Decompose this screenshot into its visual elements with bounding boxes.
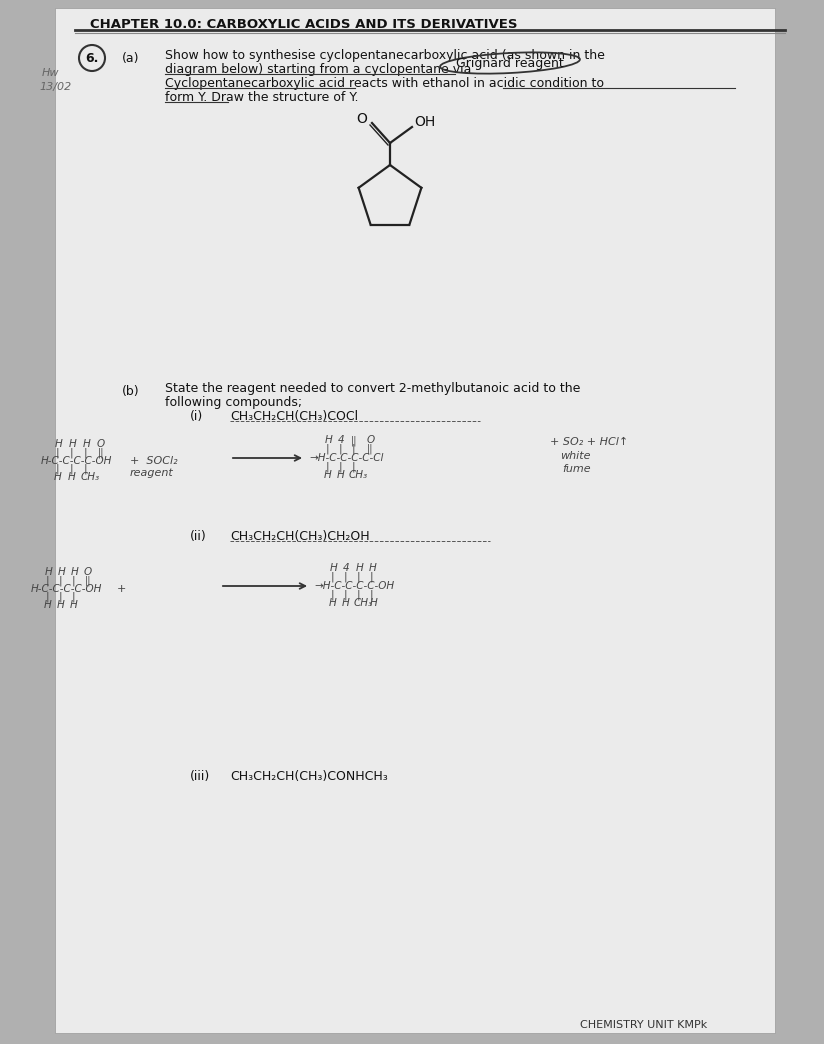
Text: |: | xyxy=(352,462,356,473)
Text: +  SOCl₂: + SOCl₂ xyxy=(130,456,178,466)
Text: |: | xyxy=(56,464,59,475)
Text: (i): (i) xyxy=(190,410,204,423)
Text: H: H xyxy=(44,600,52,610)
Text: O: O xyxy=(357,112,368,126)
Text: H: H xyxy=(329,598,337,608)
Text: CH₃: CH₃ xyxy=(354,598,373,608)
Text: H: H xyxy=(356,563,363,573)
Text: diagram below) starting from a cyclopentane via: diagram below) starting from a cyclopent… xyxy=(165,63,471,76)
Text: H: H xyxy=(369,563,377,573)
Text: O: O xyxy=(97,438,105,449)
Text: |: | xyxy=(72,592,76,602)
Text: CH₃CH₂CH(CH₃)COCl: CH₃CH₂CH(CH₃)COCl xyxy=(230,410,358,423)
Text: State the reagent needed to convert 2-methylbutanoic acid to the: State the reagent needed to convert 2-me… xyxy=(165,382,580,395)
Text: |: | xyxy=(326,443,330,453)
Text: |: | xyxy=(46,592,49,602)
Text: ||: || xyxy=(98,447,105,457)
Text: fume: fume xyxy=(562,464,591,474)
Text: |: | xyxy=(59,575,63,586)
Text: white: white xyxy=(560,451,591,461)
Text: following compounds;: following compounds; xyxy=(165,396,302,409)
Text: CHAPTER 10.0: CARBOXYLIC ACIDS AND ITS DERIVATIVES: CHAPTER 10.0: CARBOXYLIC ACIDS AND ITS D… xyxy=(90,18,517,31)
Text: ||: || xyxy=(85,575,91,586)
Text: H: H xyxy=(330,563,338,573)
Text: CH₃: CH₃ xyxy=(349,470,368,480)
Text: H: H xyxy=(370,598,377,608)
Text: |: | xyxy=(70,464,73,475)
Text: +: + xyxy=(117,584,126,594)
Text: 4: 4 xyxy=(338,435,344,445)
Text: (ii): (ii) xyxy=(190,530,207,543)
Text: Cyclopentanecarboxylic acid reacts with ethanol in acidic condition to: Cyclopentanecarboxylic acid reacts with … xyxy=(165,77,604,90)
Text: CH₃CH₂CH(CH₃)CH₂OH: CH₃CH₂CH(CH₃)CH₂OH xyxy=(230,530,370,543)
Text: |: | xyxy=(46,575,49,586)
Text: H-C-C-C-C-OH: H-C-C-C-C-OH xyxy=(31,584,102,594)
Text: H: H xyxy=(337,470,344,480)
Text: reagent: reagent xyxy=(130,468,174,478)
Text: |: | xyxy=(352,443,356,453)
Text: 4: 4 xyxy=(343,563,349,573)
Text: |: | xyxy=(326,462,330,473)
Text: H: H xyxy=(71,567,79,577)
Text: Hw: Hw xyxy=(42,68,59,78)
Text: H-C-C-C-C-OH: H-C-C-C-C-OH xyxy=(41,456,112,466)
Text: |: | xyxy=(344,590,348,600)
Text: CH₃CH₂CH(CH₃)CONHCH₃: CH₃CH₂CH(CH₃)CONHCH₃ xyxy=(230,770,388,783)
Text: (b): (b) xyxy=(122,385,139,398)
Text: |: | xyxy=(70,447,73,457)
Text: ||: || xyxy=(351,435,358,446)
Text: ||: || xyxy=(367,443,373,453)
Text: CH₃: CH₃ xyxy=(81,472,101,482)
Text: form Y. Draw the structure of Y.: form Y. Draw the structure of Y. xyxy=(165,91,358,104)
Text: H: H xyxy=(69,438,77,449)
Text: |: | xyxy=(331,590,335,600)
Text: |: | xyxy=(84,464,87,475)
Text: H: H xyxy=(45,567,53,577)
Text: H: H xyxy=(58,567,66,577)
Text: H: H xyxy=(57,600,65,610)
Text: H: H xyxy=(342,598,349,608)
Text: H: H xyxy=(70,600,77,610)
Text: OH: OH xyxy=(414,115,435,129)
Text: H: H xyxy=(68,472,76,482)
Text: |: | xyxy=(370,571,373,582)
Text: |: | xyxy=(339,462,343,473)
Text: H: H xyxy=(324,470,332,480)
Text: CHEMISTRY UNIT KMPk: CHEMISTRY UNIT KMPk xyxy=(580,1020,707,1030)
Text: H: H xyxy=(83,438,91,449)
Text: |: | xyxy=(84,447,87,457)
Text: Grignard reagent: Grignard reagent xyxy=(456,56,564,70)
Text: H: H xyxy=(54,472,62,482)
FancyBboxPatch shape xyxy=(55,8,775,1033)
Text: |: | xyxy=(344,571,348,582)
Text: H: H xyxy=(325,435,333,445)
Text: |: | xyxy=(56,447,59,457)
Text: |: | xyxy=(331,571,335,582)
Text: (a): (a) xyxy=(122,52,139,65)
Circle shape xyxy=(79,45,105,71)
Text: |: | xyxy=(339,443,343,453)
Text: |: | xyxy=(357,571,361,582)
Text: |: | xyxy=(72,575,76,586)
Text: O: O xyxy=(84,567,92,577)
Text: →H-C-C-C-C-Cl: →H-C-C-C-C-Cl xyxy=(309,453,383,462)
Text: 13/02: 13/02 xyxy=(39,82,71,92)
Text: (iii): (iii) xyxy=(190,770,210,783)
Text: |: | xyxy=(370,590,373,600)
Text: |: | xyxy=(59,592,63,602)
Text: H: H xyxy=(55,438,63,449)
Text: O: O xyxy=(367,435,375,445)
Text: |: | xyxy=(357,590,361,600)
Text: →H-C-C-C-C-OH: →H-C-C-C-C-OH xyxy=(314,582,394,591)
Text: 6.: 6. xyxy=(86,51,99,65)
Text: + SO₂ + HCl↑: + SO₂ + HCl↑ xyxy=(550,437,628,447)
Text: Show how to synthesise cyclopentanecarboxylic acid (as shown in the: Show how to synthesise cyclopentanecarbo… xyxy=(165,49,605,62)
